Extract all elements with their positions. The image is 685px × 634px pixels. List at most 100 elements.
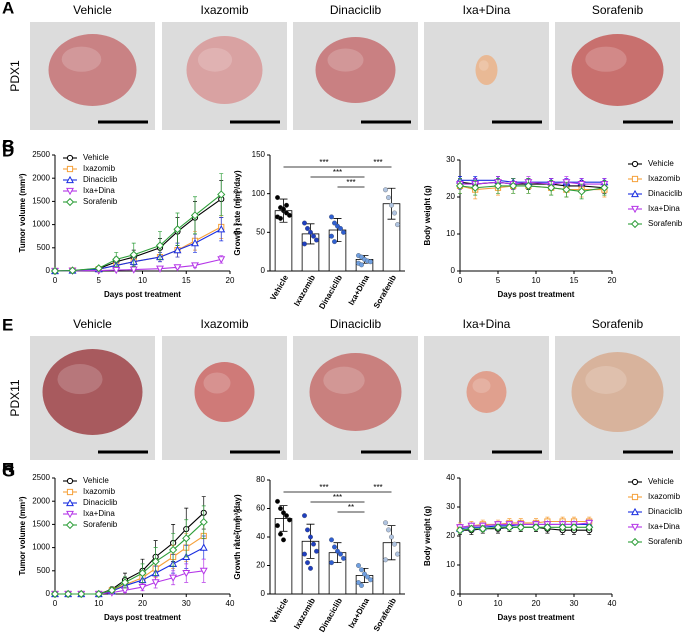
marker	[138, 569, 147, 578]
tumor-highlight	[197, 47, 233, 72]
data-point	[314, 237, 319, 243]
legend-marker	[631, 478, 639, 486]
model-label: PDX1	[8, 60, 22, 92]
legend-label: Vehicle	[83, 153, 109, 162]
data-point	[329, 537, 334, 543]
marker	[50, 266, 60, 276]
marker	[558, 523, 567, 532]
marker	[173, 245, 182, 254]
marker	[505, 523, 514, 532]
y-axis-label: Body weight (g)	[423, 185, 432, 245]
tumor-highlight	[61, 46, 102, 72]
x-tick-label: 20	[532, 599, 541, 608]
data-point	[281, 510, 286, 516]
y-tick-label: 30	[446, 502, 455, 511]
data-point	[359, 567, 364, 573]
x-tick-label: 0	[53, 276, 58, 285]
x-tick-label: Dinaciclib	[317, 596, 344, 633]
y-tick-label: 1500	[32, 197, 50, 206]
data-point	[332, 239, 337, 245]
legend-label: Vehicle	[648, 159, 674, 168]
data-point	[332, 220, 337, 226]
data-point	[389, 202, 394, 208]
marker	[169, 545, 178, 555]
data-point	[278, 506, 283, 511]
marker	[577, 187, 586, 196]
data-point	[356, 563, 361, 568]
y-tick-label: 0	[451, 589, 456, 598]
y-tick-label: 10	[446, 229, 455, 238]
tumor	[466, 371, 507, 413]
x-tick-label: Vehicle	[268, 273, 290, 302]
y-tick-label: 20	[446, 192, 455, 201]
x-tick-label: Ixa+Dina	[347, 273, 372, 307]
y-tick-label: 0	[261, 266, 266, 275]
x-tick-label: Sorafenib	[372, 596, 398, 633]
legend-label: Dinaciclib	[83, 498, 118, 507]
panel-letter: G	[2, 461, 15, 480]
legend-marker	[66, 498, 74, 507]
legend-marker	[65, 197, 75, 207]
legend-marker	[631, 205, 639, 214]
marker	[50, 589, 60, 599]
data-point	[278, 531, 283, 537]
x-axis-label: Days post treatment	[104, 290, 181, 299]
legend-marker	[631, 160, 639, 168]
marker	[547, 183, 556, 192]
marker	[173, 264, 182, 272]
data-point	[281, 206, 286, 212]
error-bar	[279, 505, 288, 532]
panel-letter: F	[2, 459, 12, 478]
x-tick-label: 40	[608, 599, 617, 608]
marker	[199, 543, 208, 551]
data-point	[338, 551, 343, 557]
data-point	[362, 571, 367, 577]
treatment-label: Ixa+Dina	[463, 3, 511, 17]
data-point	[329, 560, 334, 566]
legend-label: Sorafenib	[83, 197, 118, 206]
significance: ***	[333, 168, 342, 177]
significance: ***	[233, 222, 242, 231]
y-tick-label: 0	[451, 266, 456, 275]
significance: ***	[319, 483, 328, 492]
legend-marker	[631, 189, 639, 198]
data-point	[395, 551, 400, 557]
data-point	[284, 513, 289, 519]
x-tick-label: 5	[97, 276, 102, 285]
panel-letter: A	[2, 0, 14, 17]
data-point	[287, 212, 292, 218]
significance: ***	[233, 517, 242, 526]
legend-marker	[630, 537, 640, 547]
y-tick-label: 0	[46, 266, 51, 275]
legend-marker	[66, 175, 74, 184]
marker	[107, 586, 116, 595]
tumor	[571, 352, 664, 432]
marker	[543, 523, 552, 532]
marker	[455, 181, 465, 190]
significance: ***	[373, 483, 382, 492]
legend-marker	[631, 507, 639, 516]
x-tick-label: 20	[138, 599, 147, 608]
tumor	[42, 349, 143, 435]
marker	[600, 183, 609, 192]
legend-label: Sorafenib	[83, 520, 118, 529]
legend-label: Ixazomib	[83, 487, 116, 496]
marker	[120, 578, 130, 587]
data-point	[278, 215, 283, 221]
marker	[191, 238, 199, 247]
y-axis-label: Growth rate (mm³/day)	[233, 170, 242, 256]
legend-marker	[630, 219, 640, 229]
data-point	[284, 202, 289, 208]
data-point	[395, 222, 400, 228]
marker	[94, 589, 103, 599]
error-bar	[306, 523, 315, 559]
legend-marker	[631, 175, 639, 183]
marker	[182, 570, 191, 578]
marker	[64, 589, 73, 599]
legend-marker	[66, 165, 74, 173]
legend-label: Dinaciclib	[648, 507, 683, 516]
marker	[478, 524, 487, 533]
marker	[68, 266, 77, 275]
data-point	[275, 195, 280, 200]
